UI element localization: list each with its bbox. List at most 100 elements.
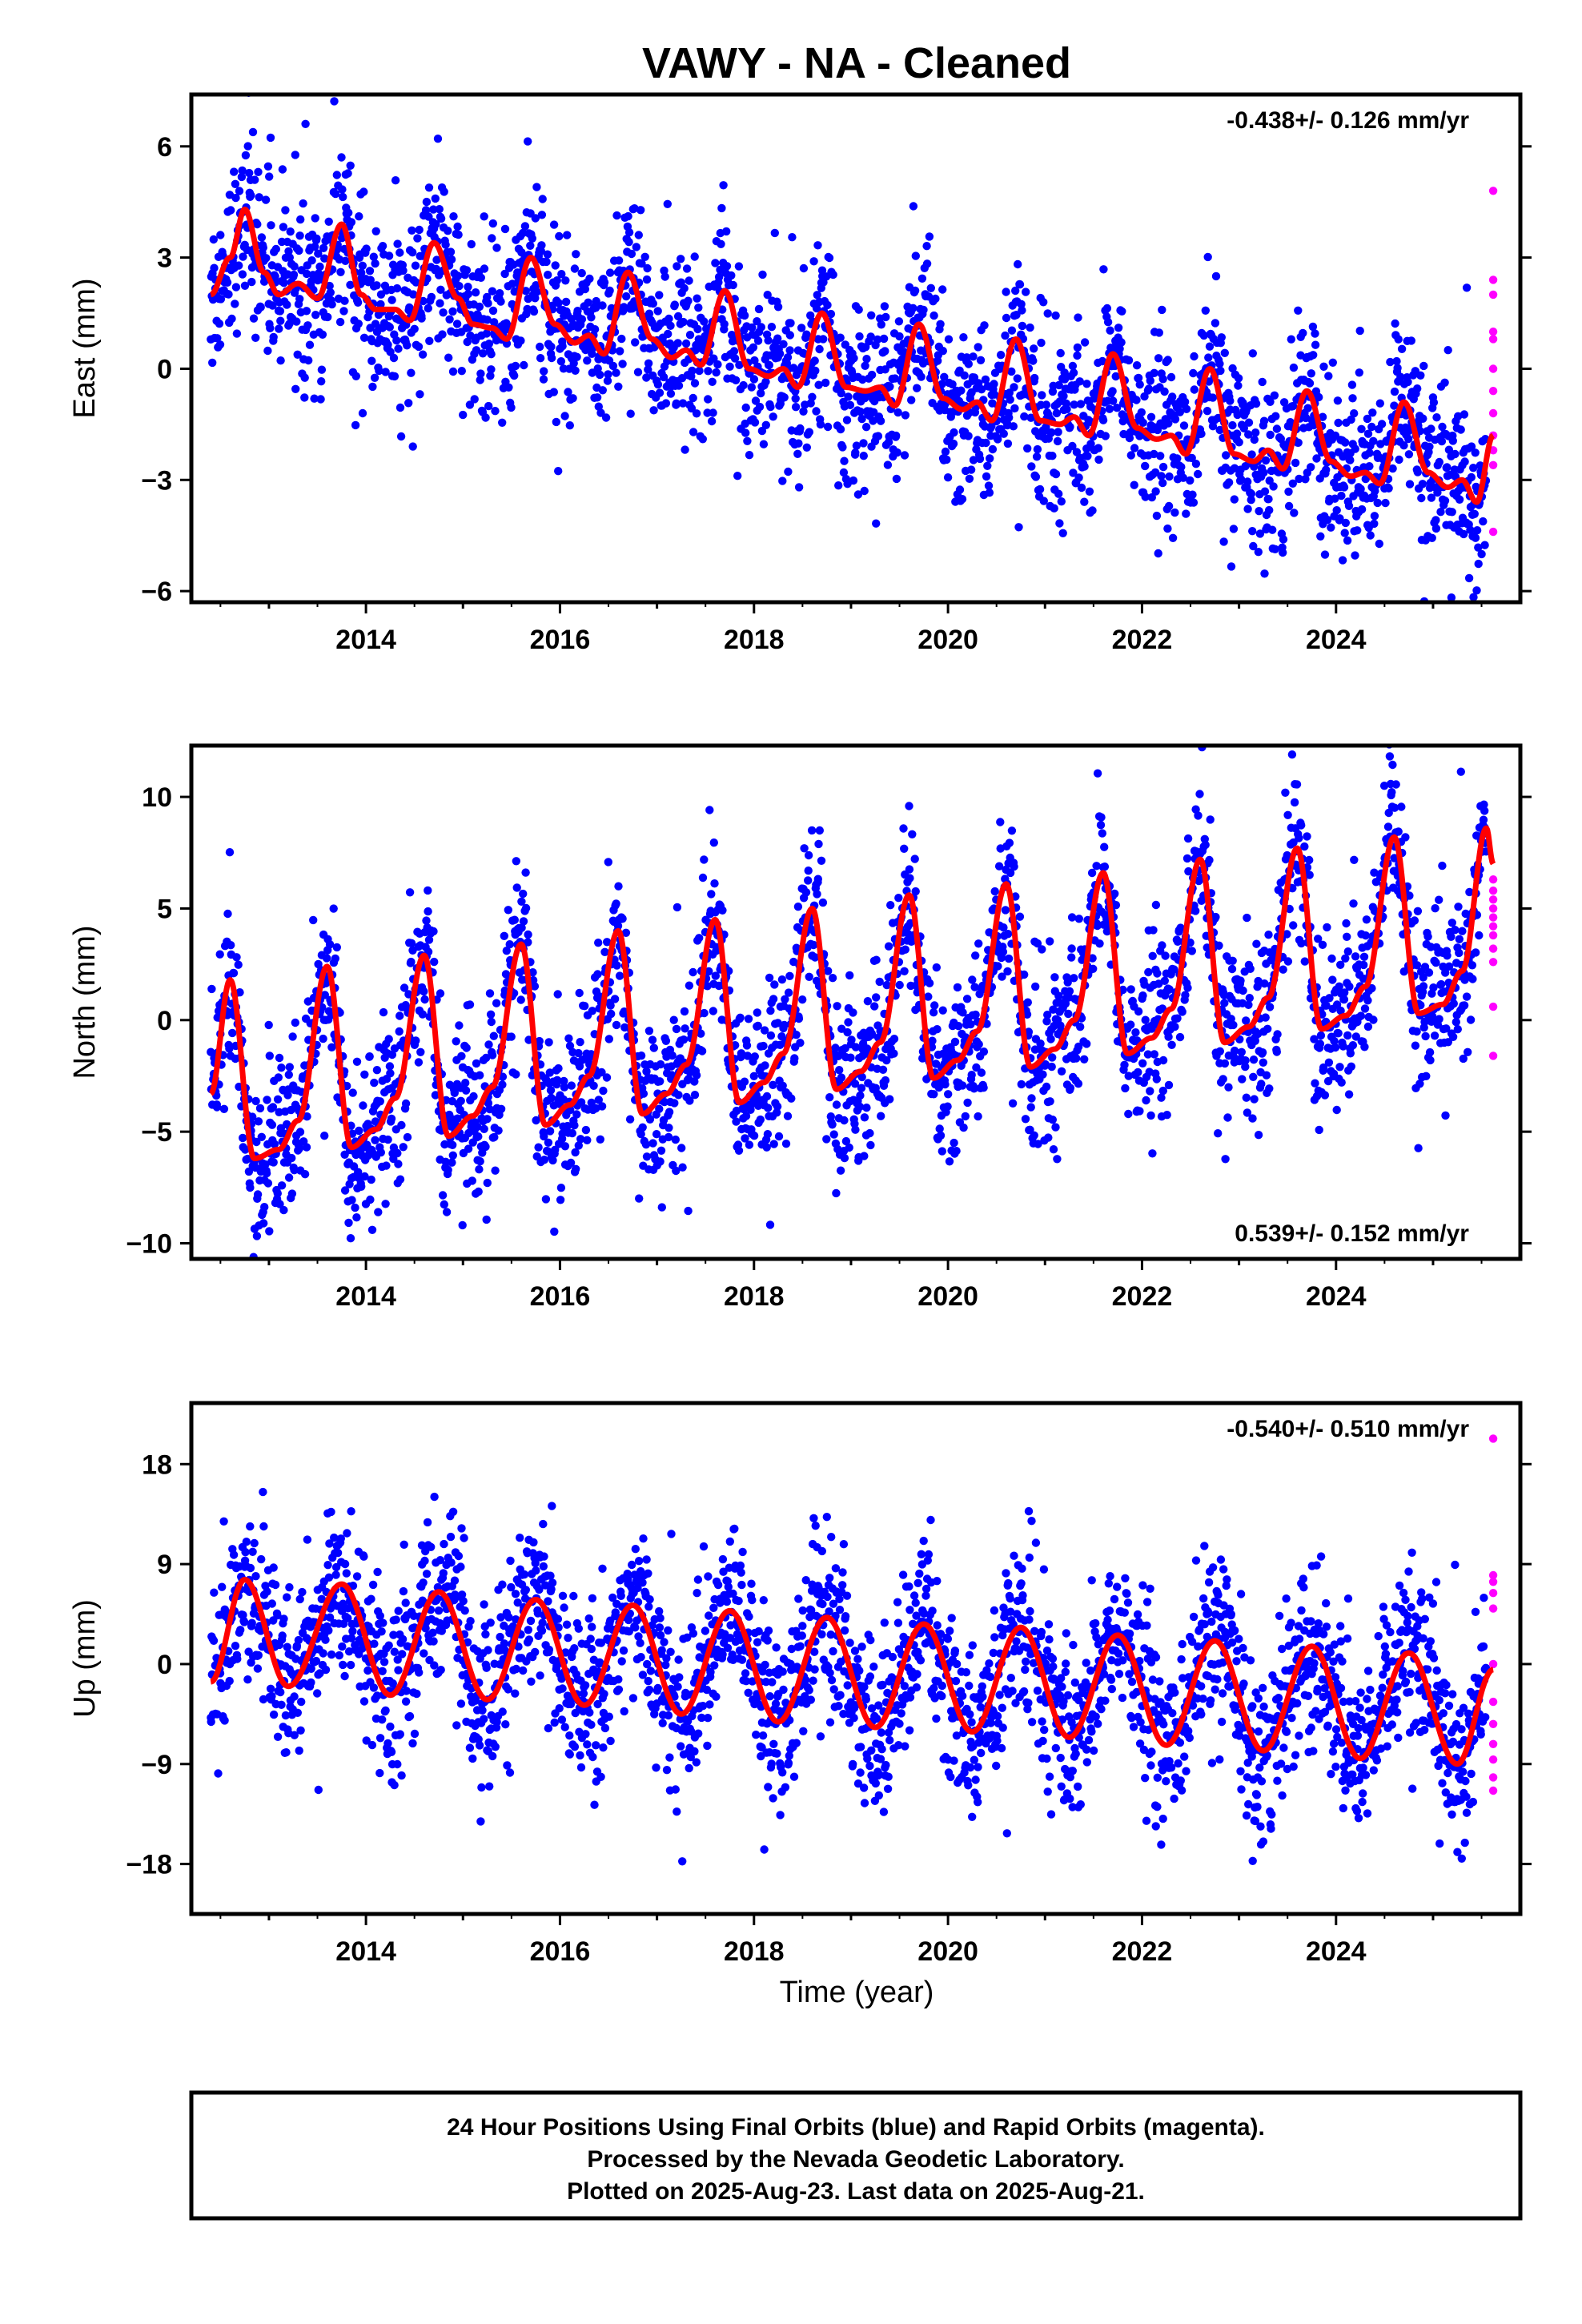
- final-point: [1241, 1056, 1250, 1065]
- final-point: [603, 376, 612, 385]
- final-point: [285, 1063, 294, 1072]
- final-point: [544, 1138, 553, 1148]
- final-point: [332, 171, 341, 179]
- final-point: [881, 312, 890, 322]
- final-point: [1220, 999, 1229, 1007]
- final-point: [763, 1130, 773, 1139]
- final-point: [366, 275, 375, 284]
- final-point: [1058, 529, 1067, 537]
- final-point: [580, 284, 590, 294]
- final-point: [1223, 1113, 1232, 1122]
- final-point: [1124, 356, 1134, 365]
- final-point: [1010, 383, 1018, 392]
- final-point: [804, 850, 813, 860]
- final-point: [1343, 947, 1353, 956]
- final-point: [1069, 368, 1078, 377]
- final-point: [560, 1142, 570, 1151]
- final-point: [259, 243, 267, 252]
- final-point: [325, 281, 334, 291]
- final-point: [1006, 395, 1014, 404]
- final-point: [285, 253, 294, 262]
- final-point: [759, 440, 769, 448]
- final-point: [1043, 309, 1052, 318]
- final-point: [1227, 562, 1236, 571]
- final-point: [519, 917, 528, 926]
- final-point: [1003, 930, 1013, 939]
- y-tick-label: −6: [141, 577, 172, 607]
- final-point: [1121, 1084, 1130, 1093]
- final-point: [1177, 462, 1186, 472]
- final-point: [260, 1203, 269, 1212]
- final-point: [1215, 360, 1224, 368]
- final-point: [459, 410, 468, 420]
- final-point: [681, 445, 689, 454]
- final-point: [429, 927, 438, 936]
- final-point: [607, 1009, 616, 1019]
- final-point: [881, 365, 889, 374]
- final-point: [1004, 954, 1014, 963]
- final-point: [1183, 983, 1192, 992]
- final-point: [1134, 1068, 1142, 1077]
- final-point: [390, 372, 400, 381]
- final-point: [441, 240, 450, 249]
- final-point: [784, 467, 793, 476]
- final-point: [1135, 380, 1144, 389]
- final-point: [613, 922, 623, 931]
- final-point: [488, 1051, 497, 1059]
- final-point: [235, 988, 244, 997]
- final-point: [463, 337, 472, 347]
- final-point: [1265, 505, 1274, 515]
- final-point: [1300, 842, 1309, 851]
- final-point: [802, 330, 811, 339]
- final-point: [1239, 398, 1247, 408]
- final-point: [237, 172, 247, 182]
- final-point: [749, 375, 759, 384]
- final-point: [693, 294, 701, 303]
- final-point: [396, 1011, 404, 1020]
- final-point: [950, 1037, 960, 1047]
- final-point: [1154, 354, 1163, 363]
- final-point: [845, 1143, 853, 1152]
- final-point: [228, 1028, 237, 1038]
- final-point: [311, 311, 320, 320]
- final-point: [796, 1039, 805, 1047]
- final-point: [1264, 931, 1273, 939]
- final-point: [1010, 862, 1018, 871]
- final-point: [450, 1088, 459, 1098]
- final-point: [494, 1126, 503, 1135]
- final-point: [1469, 464, 1478, 472]
- final-point: [1287, 750, 1297, 759]
- final-point: [1054, 380, 1063, 390]
- final-point: [713, 360, 722, 369]
- final-point: [634, 231, 643, 239]
- final-point: [867, 311, 876, 320]
- final-point: [873, 432, 883, 440]
- final-point: [311, 242, 319, 251]
- final-point: [851, 448, 860, 457]
- x-tick-label: 2022: [1112, 625, 1173, 655]
- final-point: [964, 432, 973, 440]
- final-point: [464, 1144, 473, 1153]
- final-point: [1477, 549, 1486, 559]
- final-point: [577, 315, 587, 324]
- rapid-point: [1488, 275, 1498, 284]
- final-point: [749, 1132, 759, 1140]
- final-point: [330, 97, 339, 106]
- final-point: [1014, 259, 1022, 269]
- final-point: [969, 456, 978, 464]
- final-point: [251, 175, 259, 184]
- final-point: [862, 1104, 871, 1112]
- final-point: [598, 386, 607, 395]
- final-point: [225, 848, 235, 857]
- final-point: [465, 400, 475, 409]
- final-point: [982, 438, 990, 448]
- final-point: [597, 1102, 607, 1111]
- final-point: [332, 943, 341, 952]
- final-point: [917, 372, 926, 381]
- final-point: [546, 1086, 556, 1095]
- final-point: [422, 197, 432, 207]
- final-point: [276, 356, 285, 365]
- final-point: [1199, 331, 1209, 340]
- final-point: [722, 227, 731, 236]
- final-point: [1467, 442, 1476, 451]
